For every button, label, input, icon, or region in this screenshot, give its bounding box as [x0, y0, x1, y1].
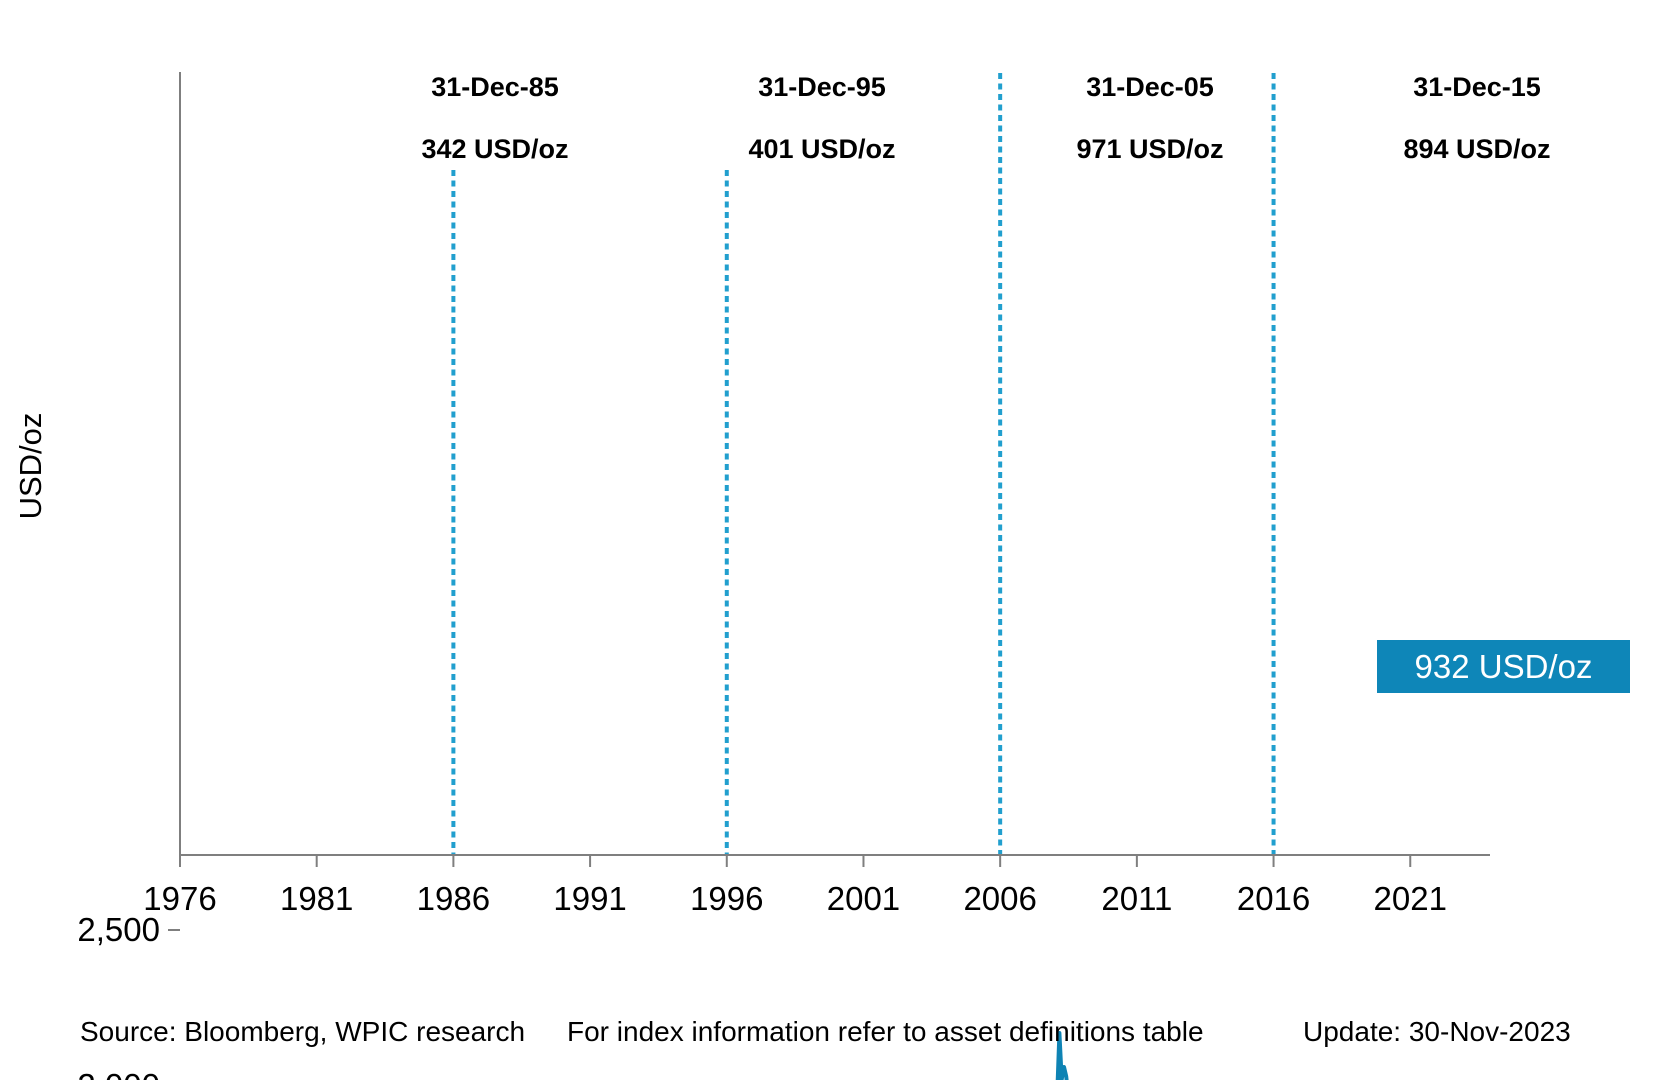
x-tick-label: 2016: [1237, 880, 1310, 917]
x-tick-label: 2011: [1101, 880, 1172, 917]
footer-update-date: Update: 30-Nov-2023: [1303, 1016, 1571, 1047]
annotation-date-label: 31-Dec-05: [1086, 72, 1214, 102]
x-tick-label: 1996: [690, 880, 763, 917]
footer-source: Source: Bloomberg, WPIC research: [80, 1016, 526, 1047]
x-tick-label: 1986: [417, 880, 490, 917]
x-tick-label: 2021: [1374, 880, 1447, 917]
x-tick-label: 2001: [827, 880, 900, 917]
y-tick-label: 2,000: [77, 1067, 160, 1080]
x-tick-label: 1991: [553, 880, 626, 917]
annotation-price-label: 894 USD/oz: [1403, 134, 1551, 164]
annotation-price-label: 401 USD/oz: [748, 134, 896, 164]
y-axis-title: USD/oz: [13, 412, 48, 520]
annotation-date-label: 31-Dec-95: [758, 72, 886, 102]
annotation-price-label: 971 USD/oz: [1076, 134, 1224, 164]
x-tick-label: 2006: [963, 880, 1036, 917]
footer-index-note: For index information refer to asset def…: [567, 1016, 1204, 1047]
latest-price-callout: 932 USD/oz: [1377, 640, 1630, 693]
annotation-price-label: 342 USD/oz: [421, 134, 569, 164]
y-tick-label: 2,500: [77, 911, 160, 948]
annotation-date-label: 31-Dec-15: [1413, 72, 1541, 102]
x-tick-label: 1981: [280, 880, 353, 917]
annotation-date-label: 31-Dec-85: [431, 72, 559, 102]
x-tick-label: 1976: [143, 880, 216, 917]
